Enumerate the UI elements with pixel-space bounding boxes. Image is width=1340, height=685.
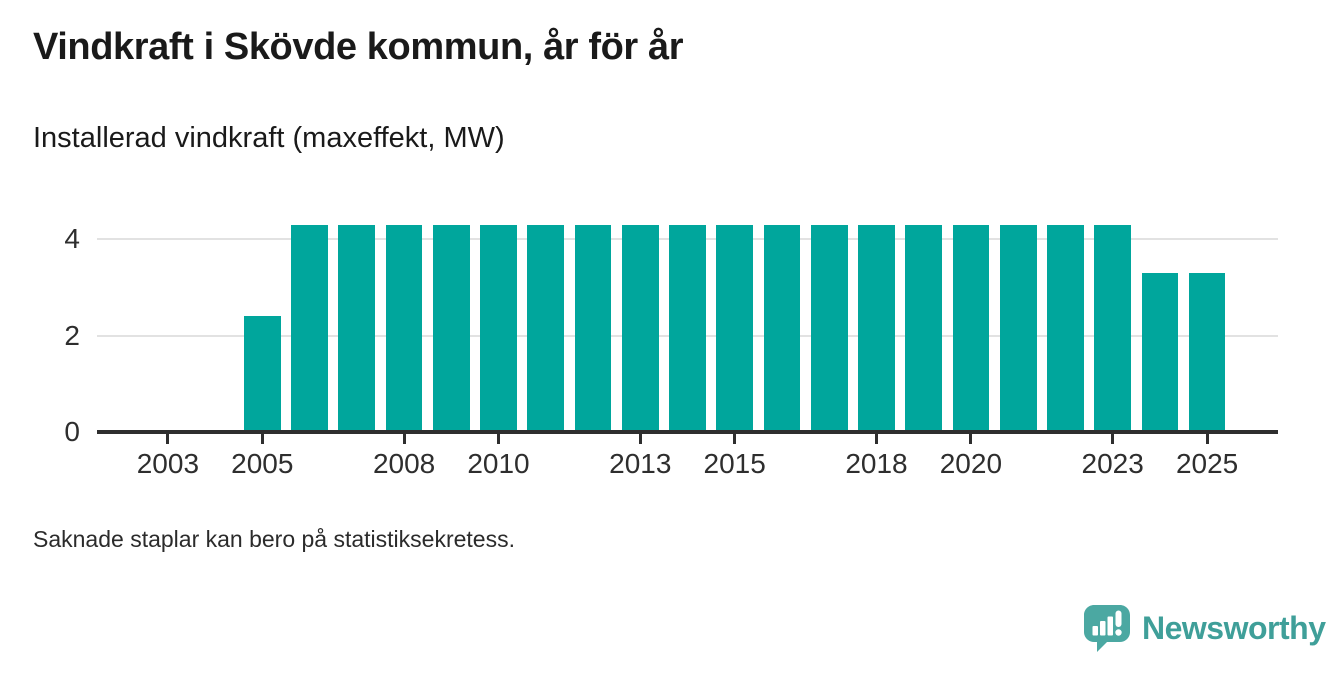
newsworthy-logo-icon — [1084, 605, 1130, 652]
x-axis-tick-label: 2013 — [609, 448, 672, 479]
x-axis-tick-2013 — [638, 434, 642, 444]
x-axis-tick-label: 2023 — [1081, 448, 1144, 479]
bar-2020 — [952, 224, 990, 432]
bar-2013 — [621, 224, 659, 432]
x-axis-tick-2003 — [166, 434, 170, 444]
x-axis-tick-2015 — [733, 434, 737, 444]
bar-2007 — [338, 224, 376, 432]
bar-2019 — [905, 224, 943, 432]
bar-2006 — [291, 224, 328, 432]
bar-2014 — [669, 224, 706, 432]
x-axis-tick-label: 2025 — [1175, 448, 1239, 479]
bar-2024 — [1141, 272, 1179, 432]
bar-2009 — [432, 224, 470, 432]
x-axis-line — [97, 430, 1278, 434]
x-axis-tick-label: 2018 — [845, 448, 908, 479]
newsworthy-logo-text: Newsworthy — [1142, 609, 1326, 646]
y-axis-tick-label: 0 — [64, 416, 80, 447]
chart-footnote: Saknade staplar kan bero på statistiksek… — [33, 526, 515, 552]
bar-2022 — [1047, 224, 1084, 432]
bar-2025 — [1188, 272, 1226, 432]
x-axis-tick-2020 — [969, 434, 973, 444]
page-title: Vindkraft i Skövde kommun, år för år — [33, 26, 684, 68]
x-axis-tick-label: 2020 — [939, 448, 1003, 479]
bar-2008 — [385, 224, 423, 432]
newsworthy-logo: Newsworthy — [1083, 602, 1326, 654]
x-axis-tick-2018 — [875, 434, 878, 444]
bar-2016 — [763, 224, 801, 432]
x-axis-tick-label: 2010 — [467, 448, 530, 479]
bar-2023 — [1094, 224, 1131, 432]
x-axis-tick-2005 — [260, 434, 264, 444]
y-axis-tick-label: 2 — [64, 319, 80, 351]
x-axis-tick-label: 2003 — [136, 448, 200, 479]
bar-2017 — [810, 224, 848, 432]
bar-2018 — [858, 224, 895, 432]
x-axis-tick-2010 — [497, 434, 500, 444]
bar-2005 — [243, 316, 281, 432]
y-axis-tick-label: 4 — [64, 223, 80, 255]
x-axis-tick-label: 2008 — [372, 448, 436, 479]
bar-2021 — [999, 224, 1037, 432]
x-axis-tick-2023 — [1111, 434, 1115, 444]
x-axis-tick-2025 — [1205, 434, 1209, 444]
chart-subtitle: Installerad vindkraft (maxeffekt, MW) — [33, 122, 505, 154]
bar-2012 — [574, 224, 612, 432]
bar-2011 — [527, 224, 565, 432]
x-axis-tick-label: 2015 — [703, 448, 766, 479]
x-axis-tick-label: 2005 — [231, 448, 294, 479]
bar-2015 — [716, 224, 754, 432]
plot-area — [97, 215, 1278, 434]
bar-2010 — [480, 224, 517, 432]
x-axis-tick-2008 — [402, 434, 406, 444]
